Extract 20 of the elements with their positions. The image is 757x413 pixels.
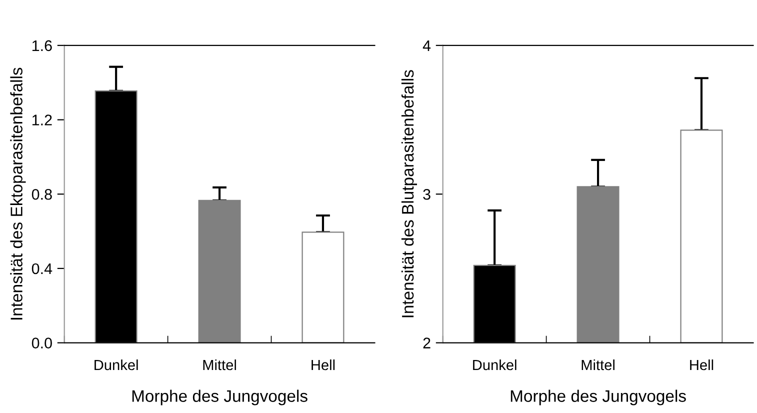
- x-tick-label: Mittel: [582, 359, 614, 370]
- y-tick-label: 2: [423, 338, 430, 348]
- y-tick-label: 0.8: [32, 188, 52, 200]
- y-axis-title: Intensität des Ektoparasitenbefalls: [10, 68, 26, 320]
- y-tick-label: 4: [422, 40, 431, 51]
- y-tick-label: 0.4: [32, 263, 52, 274]
- bar: [198, 200, 241, 343]
- x-axis-title: Morphe des Jungvogels: [510, 390, 686, 406]
- x-tick-label: Hell: [312, 359, 335, 370]
- x-tick-label: Dunkel: [473, 359, 516, 370]
- y-tick-label: 0.0: [32, 338, 52, 348]
- bar: [302, 232, 344, 343]
- x-tick-label: Mittel: [203, 359, 236, 370]
- y-tick-label: 3: [423, 188, 430, 200]
- x-axis-title: Morphe des Jungvogels: [132, 390, 308, 406]
- y-tick-label: 1.2: [32, 114, 52, 126]
- y-axis-title: Intensität des Blutparasitenbefalls: [401, 70, 417, 318]
- x-tick-label: Dunkel: [94, 359, 138, 370]
- x-tick-label: Hell: [690, 359, 714, 370]
- y-tick-label: 1.6: [32, 40, 52, 52]
